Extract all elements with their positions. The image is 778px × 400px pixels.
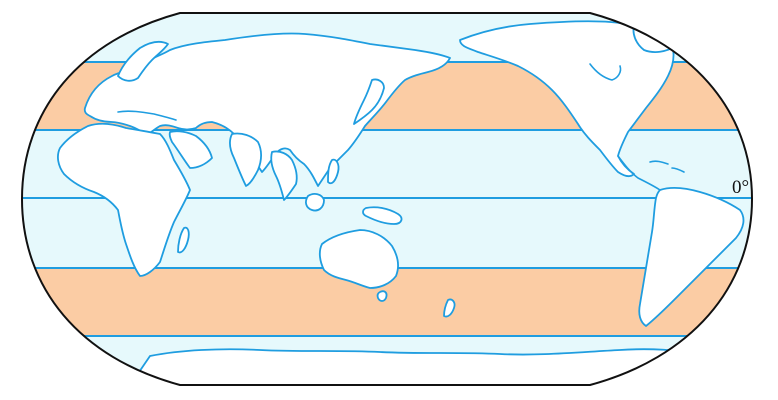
south-america-landmass xyxy=(638,186,745,327)
new-guinea xyxy=(362,206,403,225)
indonesia-borneo xyxy=(305,193,325,212)
greenland xyxy=(632,13,683,53)
new-zealand xyxy=(443,298,456,318)
arabian-peninsula xyxy=(168,130,213,169)
central-america-coast xyxy=(617,155,661,191)
caribbean-islands xyxy=(649,160,685,173)
japan xyxy=(353,78,385,125)
scandinavia xyxy=(117,41,169,82)
madagascar xyxy=(177,226,190,254)
philippines xyxy=(327,158,340,185)
eurasia-landmass xyxy=(83,32,451,187)
tasmania xyxy=(376,290,388,302)
equator-label: 0° xyxy=(732,177,749,198)
indian-subcontinent xyxy=(228,132,262,187)
hudson-bay-coast xyxy=(589,63,622,81)
australia xyxy=(318,229,399,289)
map-outline xyxy=(20,12,754,386)
southeast-asia xyxy=(270,150,298,201)
antarctica-landmass xyxy=(119,348,721,385)
africa-landmass xyxy=(57,122,191,277)
mediterranean-coast xyxy=(117,110,177,121)
